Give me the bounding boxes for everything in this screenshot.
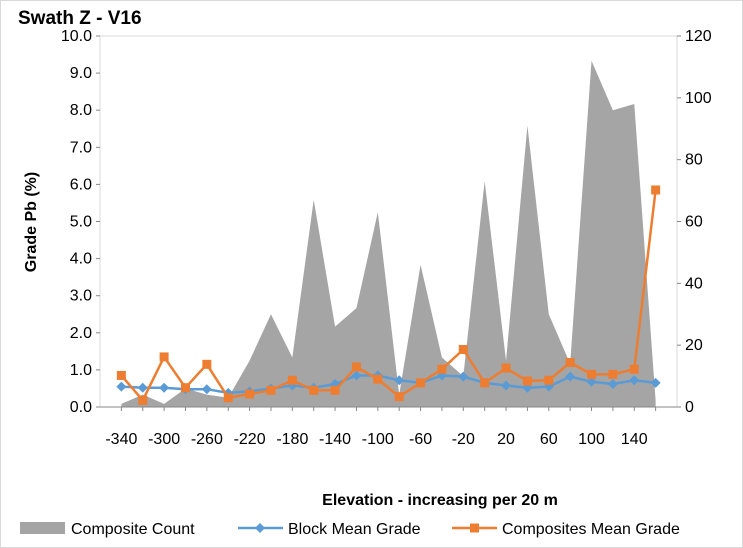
legend: Composite Count Block Mean Grade Composite… [20,521,680,538]
marker-composites-mean-grade [437,364,447,374]
y2-tick-label: 20 [685,337,703,354]
plot-layer: 0.0 1.0 2.0 3.0 4.0 5.0 6.0 7.0 8.0 9.0 10.0 0 20 40 6… [61,28,712,448]
x-tick-label: -180 [276,431,308,448]
x-tick-label: -220 [234,431,266,448]
y2-tick-label: 60 [685,214,703,231]
y2-tick-label: 0 [685,399,694,416]
marker-composites-mean-grade [373,374,383,384]
chart-title: Swath Z - V16 [18,8,142,29]
marker-composites-mean-grade [394,392,404,402]
y-tick-label: 8.0 [70,102,92,119]
y-axis-label: Grade Pb (%) [23,172,40,272]
marker-composites-mean-grade [202,359,212,369]
y-tick-label: 10.0 [61,28,92,45]
marker-composites-mean-grade [416,378,426,388]
x-tick-label: 20 [497,431,515,448]
marker-block-mean-grade [650,377,661,388]
x-tick-label: -60 [409,431,432,448]
x-tick-label: -340 [105,431,137,448]
marker-composites-mean-grade [330,385,340,395]
legend-marker-block-mean-grade [255,523,265,533]
y-tick-label: 2.0 [70,325,92,342]
y-tick-label: 7.0 [70,139,92,156]
marker-composites-mean-grade [287,375,297,385]
marker-composites-mean-grade [458,344,468,354]
y2-tick-label: 100 [685,90,712,107]
marker-block-mean-grade [586,376,597,387]
area-composite-count [121,60,656,407]
y-tick-label: 3.0 [70,288,92,305]
marker-composites-mean-grade [608,369,618,379]
x-tick-label: -20 [452,431,475,448]
marker-composites-mean-grade [245,389,255,399]
y-tick-label: 1.0 [70,362,92,379]
y-tick-label: 0.0 [70,399,92,416]
marker-block-mean-grade [116,381,127,392]
y-tick-label: 5.0 [70,214,92,231]
y2-tick-label: 40 [685,275,703,292]
marker-block-mean-grade [607,378,618,389]
marker-block-mean-grade [629,375,640,386]
marker-composites-mean-grade [501,363,511,373]
y-tick-label: 9.0 [70,65,92,82]
legend-label-block-mean-grade: Block Mean Grade [288,521,421,538]
marker-composites-mean-grade [159,352,169,362]
marker-composites-mean-grade [522,376,532,386]
marker-block-mean-grade [565,371,576,382]
x-tick-label: 60 [540,431,558,448]
x-tick-label: -140 [319,431,351,448]
marker-composites-mean-grade [116,370,126,380]
marker-block-mean-grade [201,384,212,395]
y2-tick-label: 120 [685,28,712,45]
marker-composites-mean-grade [180,383,190,393]
x-tick-label: -100 [362,431,394,448]
marker-composites-mean-grade [309,385,319,395]
marker-block-mean-grade [458,371,469,382]
marker-composites-mean-grade [351,362,361,372]
marker-composites-mean-grade [629,364,639,374]
x-tick-label: 100 [578,431,605,448]
marker-block-mean-grade [159,382,170,393]
legend-swatch-composite-count [20,522,65,534]
y2-tick-label: 80 [685,152,703,169]
legend-label-composites-mean-grade: Composites Mean Grade [502,521,680,538]
legend-label-composite-count: Composite Count [71,521,195,538]
x-axis-label: Elevation - increasing per 20 m [322,492,558,509]
x-tick-label: -300 [148,431,180,448]
marker-block-mean-grade [351,370,362,381]
y-tick-label: 4.0 [70,251,92,268]
marker-composites-mean-grade [544,375,554,385]
marker-composites-mean-grade [587,369,597,379]
x-tick-label: -260 [191,431,223,448]
marker-composites-mean-grade [565,357,575,367]
marker-block-mean-grade [394,375,405,386]
legend-marker-composites-mean-grade [470,523,479,533]
marker-block-mean-grade [501,380,512,391]
marker-composites-mean-grade [480,378,490,388]
x-tick-label: 140 [621,431,648,448]
marker-composites-mean-grade [266,385,276,395]
marker-composites-mean-grade [223,393,233,403]
marker-block-mean-grade [137,382,148,393]
marker-composites-mean-grade [651,185,661,195]
marker-composites-mean-grade [138,395,148,405]
y-tick-label: 6.0 [70,176,92,193]
